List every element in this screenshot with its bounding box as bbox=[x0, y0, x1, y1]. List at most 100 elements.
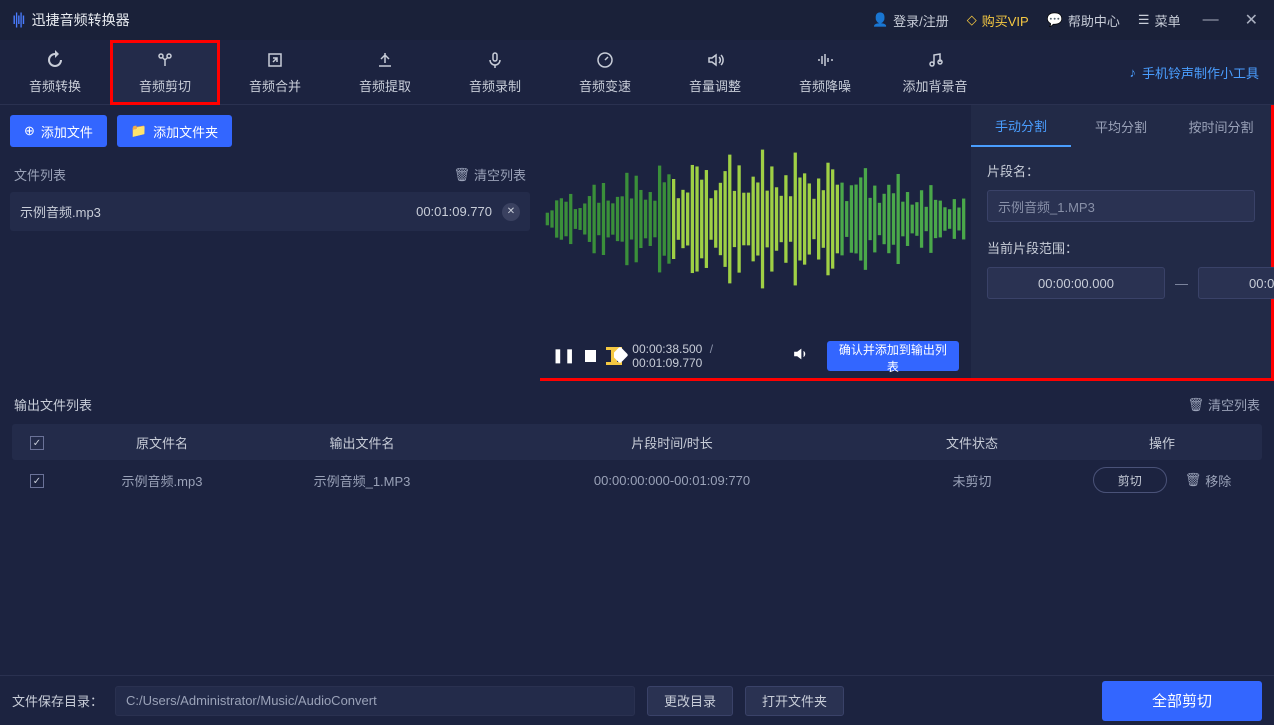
remove-label: 移除 bbox=[1205, 471, 1231, 490]
col-output-name: 输出文件名 bbox=[262, 433, 462, 452]
nav-label: 音量调整 bbox=[689, 76, 741, 95]
time-separator: / bbox=[710, 342, 713, 356]
range-end-handle[interactable] bbox=[606, 347, 614, 365]
save-path-input[interactable] bbox=[115, 686, 635, 716]
main-area: ⊕ 添加文件 📁 添加文件夹 文件列表 🗑 清空列表 示例音频.mp3 00:0… bbox=[0, 105, 1274, 381]
merge-icon bbox=[265, 50, 285, 70]
cut-button[interactable]: 剪切 bbox=[1093, 467, 1167, 493]
col-actions: 操作 bbox=[1062, 433, 1262, 452]
nav-label: 音频降噪 bbox=[799, 76, 851, 95]
pause-button[interactable]: ❚❚ bbox=[552, 347, 575, 364]
app-title: 迅捷音频转换器 bbox=[32, 10, 130, 30]
nav-label: 音频提取 bbox=[359, 76, 411, 95]
editor-panel: ❚❚ 00:00:38.500 / 00:01:09.770 确认并添加到输出列… bbox=[540, 105, 1274, 381]
all-cut-button[interactable]: 全部剪切 bbox=[1102, 681, 1262, 721]
folder-icon: 📁 bbox=[131, 123, 147, 139]
nav-noise-reduce[interactable]: 音频降噪 bbox=[770, 40, 880, 105]
player-controls: ❚❚ 00:00:38.500 / 00:01:09.770 确认并添加到输出列… bbox=[540, 333, 971, 378]
nav-label: 音频录制 bbox=[469, 76, 521, 95]
range-label: 当前片段范围： bbox=[987, 238, 1255, 257]
minimize-button[interactable]: — bbox=[1199, 11, 1223, 29]
waveform-svg bbox=[545, 139, 966, 299]
ringtone-icon: ♪ bbox=[1129, 65, 1136, 80]
path-label: 文件保存目录： bbox=[12, 691, 103, 710]
remove-button[interactable]: 🗑 移除 bbox=[1185, 471, 1232, 490]
file-list-title: 文件列表 bbox=[14, 165, 66, 184]
range-start-input[interactable] bbox=[987, 267, 1165, 299]
waveform-display[interactable] bbox=[540, 105, 971, 333]
nav-add-bgm[interactable]: 添加背景音 bbox=[880, 40, 990, 105]
remove-file-button[interactable]: ✕ bbox=[502, 203, 520, 221]
file-duration: 00:01:09.770 bbox=[416, 204, 492, 219]
change-dir-button[interactable]: 更改目录 bbox=[647, 686, 733, 716]
nav-audio-convert[interactable]: 音频转换 bbox=[0, 40, 110, 105]
clear-list-button[interactable]: 🗑 清空列表 bbox=[453, 165, 526, 184]
total-time: 00:01:09.770 bbox=[632, 356, 702, 370]
bottom-bar: 文件保存目录： 更改目录 打开文件夹 全部剪切 bbox=[0, 675, 1274, 725]
close-button[interactable]: ✕ bbox=[1241, 10, 1262, 30]
nav-audio-record[interactable]: 音频录制 bbox=[440, 40, 550, 105]
row-status: 未剪切 bbox=[882, 471, 1062, 490]
login-link[interactable]: 👤 登录/注册 bbox=[872, 11, 949, 30]
add-file-label: 添加文件 bbox=[41, 122, 93, 141]
open-folder-button[interactable]: 打开文件夹 bbox=[745, 686, 844, 716]
user-icon: 👤 bbox=[872, 12, 888, 28]
trash-icon: 🗑 bbox=[1185, 472, 1202, 488]
file-name: 示例音频.mp3 bbox=[20, 202, 101, 221]
volume-button[interactable] bbox=[791, 345, 809, 366]
range-end-input[interactable] bbox=[1198, 267, 1274, 299]
tab-time-split[interactable]: 按时间分割 bbox=[1171, 105, 1271, 147]
nav-audio-merge[interactable]: 音频合并 bbox=[220, 40, 330, 105]
vip-link[interactable]: ◇ 购买VIP bbox=[967, 11, 1029, 30]
nav-volume-adjust[interactable]: 音量调整 bbox=[660, 40, 770, 105]
tab-average-split[interactable]: 平均分割 bbox=[1071, 105, 1171, 147]
help-icon: 💬 bbox=[1047, 12, 1063, 28]
row-source-name: 示例音频.mp3 bbox=[62, 471, 262, 490]
clear-output-button[interactable]: 🗑 清空列表 bbox=[1187, 395, 1260, 414]
row-output-name: 示例音频_1.MP3 bbox=[262, 471, 462, 490]
split-panel: 手动分割 平均分割 按时间分割 片段名： 当前片段范围： — bbox=[971, 105, 1271, 378]
volume-icon bbox=[705, 50, 725, 70]
waveform-area: ❚❚ 00:00:38.500 / 00:01:09.770 确认并添加到输出列… bbox=[540, 105, 971, 378]
ringtone-tool-link[interactable]: ♪ 手机铃声制作小工具 bbox=[1129, 63, 1274, 82]
row-time-range: 00:00:00:000-00:01:09:770 bbox=[462, 473, 882, 488]
split-tabs: 手动分割 平均分割 按时间分割 bbox=[971, 105, 1271, 147]
range-dash: — bbox=[1175, 276, 1188, 291]
nav-label: 音频变速 bbox=[579, 76, 631, 95]
segment-name-input[interactable] bbox=[987, 190, 1255, 222]
nav-label: 音频转换 bbox=[29, 76, 81, 95]
nav-audio-speed[interactable]: 音频变速 bbox=[550, 40, 660, 105]
add-file-button[interactable]: ⊕ 添加文件 bbox=[10, 115, 107, 147]
help-link[interactable]: 💬 帮助中心 bbox=[1047, 11, 1120, 30]
output-section: 输出文件列表 🗑 清空列表 ✓ 原文件名 输出文件名 片段时间/时长 文件状态 … bbox=[0, 381, 1274, 675]
col-time-range: 片段时间/时长 bbox=[462, 433, 882, 452]
file-item[interactable]: 示例音频.mp3 00:01:09.770 ✕ bbox=[10, 192, 530, 231]
confirm-add-button[interactable]: 确认并添加到输出列表 bbox=[827, 341, 959, 371]
stop-button[interactable] bbox=[585, 350, 596, 362]
plus-icon: ⊕ bbox=[24, 123, 35, 139]
extract-icon bbox=[375, 50, 395, 70]
nav-audio-extract[interactable]: 音频提取 bbox=[330, 40, 440, 105]
menu-icon: ☰ bbox=[1138, 12, 1150, 28]
noise-icon bbox=[815, 50, 835, 70]
col-source-name: 原文件名 bbox=[62, 433, 262, 452]
menu-label: 菜单 bbox=[1155, 11, 1181, 30]
menu-link[interactable]: ☰ 菜单 bbox=[1138, 11, 1181, 30]
row-checkbox[interactable]: ✓ bbox=[30, 474, 44, 488]
add-folder-label: 添加文件夹 bbox=[153, 122, 218, 141]
login-label: 登录/注册 bbox=[893, 11, 949, 30]
time-display: 00:00:38.500 / 00:01:09.770 bbox=[632, 342, 775, 370]
output-table: ✓ 原文件名 输出文件名 片段时间/时长 文件状态 操作 ✓ 示例音频.mp3 … bbox=[12, 424, 1262, 500]
col-status: 文件状态 bbox=[882, 433, 1062, 452]
clear-output-label: 清空列表 bbox=[1208, 395, 1260, 414]
scissors-icon bbox=[155, 50, 175, 70]
vip-label: 购买VIP bbox=[982, 11, 1029, 30]
help-label: 帮助中心 bbox=[1068, 11, 1120, 30]
tab-manual-split[interactable]: 手动分割 bbox=[971, 105, 1071, 147]
add-folder-button[interactable]: 📁 添加文件夹 bbox=[117, 115, 232, 147]
nav-audio-cut[interactable]: 音频剪切 bbox=[110, 40, 220, 105]
nav-label: 音频剪切 bbox=[139, 76, 191, 95]
select-all-checkbox[interactable]: ✓ bbox=[30, 436, 44, 450]
nav-label: 音频合并 bbox=[249, 76, 301, 95]
file-panel: ⊕ 添加文件 📁 添加文件夹 文件列表 🗑 清空列表 示例音频.mp3 00:0… bbox=[0, 105, 540, 381]
